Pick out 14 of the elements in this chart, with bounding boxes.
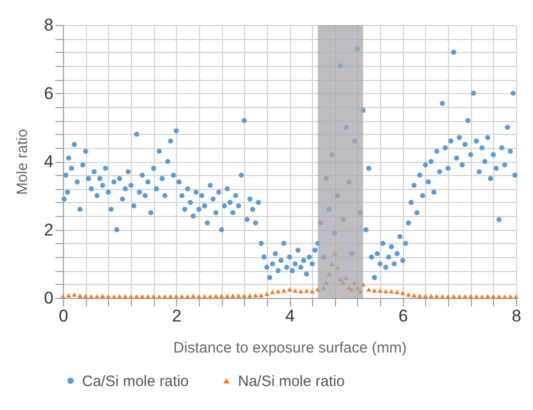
y-tick-label: 0 [44,288,54,308]
x-tick-label: 0 [58,306,68,326]
y-tick-label: 8 [44,16,54,34]
legend-label: Ca/Si mole ratio [82,372,189,390]
x-tick-label: 6 [398,306,408,326]
y-tick-label: 4 [44,152,54,171]
x-tick-label: 4 [285,306,295,326]
x-tick-label: 2 [172,306,182,326]
y-tick-label: 2 [44,220,54,240]
legend-label: Na/Si mole ratio [238,372,345,390]
x-axis-title: Distance to exposure surface (mm) [173,340,407,356]
y-axis-title: Mole ratio [14,129,32,195]
y-tick-label: 6 [44,84,54,103]
x-tick-label: 8 [512,306,522,326]
